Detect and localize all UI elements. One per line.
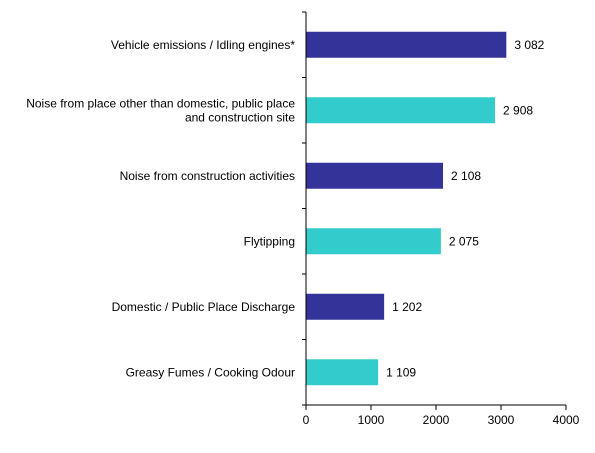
bar-3 [306,162,444,189]
x-tick-label-2000: 2000 [423,413,450,427]
category-label-4: Flytipping [244,234,295,248]
value-label-2: 2 908 [503,103,533,117]
bar-6 [306,359,379,386]
category-label-6: Greasy Fumes / Cooking Odour [126,365,295,379]
value-label-4: 2 075 [449,234,479,248]
x-tick-label-0: 0 [303,413,310,427]
category-label-1: Vehicle emissions / Idling engines* [111,38,295,52]
category-label-5: Domestic / Public Place Discharge [112,300,296,314]
category-label-3: Noise from construction activities [120,169,295,183]
x-tick-label-3000: 3000 [488,413,515,427]
value-labels: 3 082 2 908 2 108 2 075 1 202 1 109 [386,38,545,380]
category-label-2-line-2: and construction site [185,110,295,124]
bar-2 [306,97,496,124]
x-tick-label-1000: 1000 [358,413,385,427]
category-label-2-line-1: Noise from place other than domestic, pu… [26,96,295,110]
bar-5 [306,293,385,320]
axes: 0 1000 2000 3000 4000 [302,11,580,427]
bar-1 [306,31,507,58]
value-label-6: 1 109 [386,365,416,379]
bar-4 [306,228,441,255]
bars-layer [306,31,507,386]
x-tick-label-4000: 4000 [553,413,580,427]
value-label-5: 1 202 [392,300,422,314]
category-labels: Vehicle emissions / Idling engines* Noise… [26,38,295,380]
value-label-1: 3 082 [514,38,544,52]
value-label-3: 2 108 [451,169,481,183]
